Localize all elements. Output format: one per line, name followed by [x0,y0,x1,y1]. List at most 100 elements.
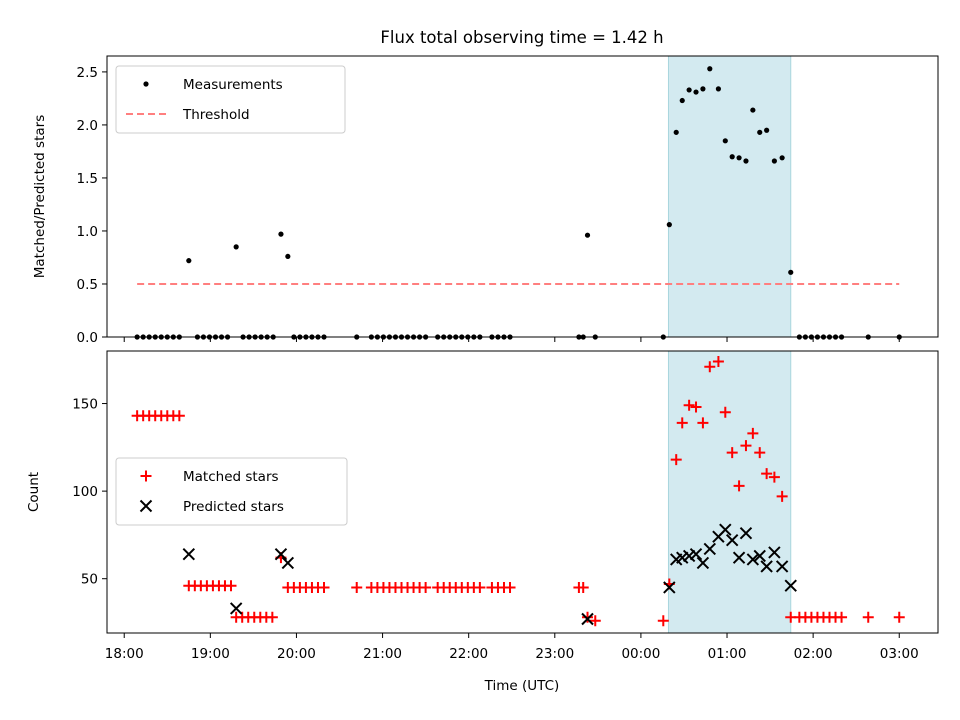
predicted-stars-point [689,547,703,561]
matched-stars-point [504,581,516,593]
legend-marker-swatch [143,81,149,87]
predicted-stars-point [229,602,243,615]
predicted-stars-point [775,560,789,573]
measurements-point [673,129,679,135]
observing-window-span [667,55,792,338]
measurements-point [750,107,756,113]
top-panel-ratio: 0.0 0.5 1.0 1.5 2.0 2.5 Matched/Predicted star… [32,55,939,346]
y-tick-label: 100 [72,484,98,500]
y-tick-label: 2.5 [77,65,98,81]
matched-stars-point [351,581,363,593]
x-tick-label: 20:00 [277,646,316,662]
predicted-stars-point [768,546,781,559]
measurements-point [736,155,742,161]
legend-box [115,65,346,134]
predicted-stars-point [182,547,196,561]
matched-stars-point [768,471,780,483]
x-tick-label: 01:00 [708,646,747,662]
x-tick-label: 03:00 [880,646,919,662]
legend: Matched stars Predicted stars [115,457,348,526]
matched-stars-point [474,581,486,593]
legend-label: Threshold [182,107,250,123]
predicted-stars-point [739,526,753,540]
legend-label: Matched stars [183,469,279,485]
x-tick-label: 19:00 [191,646,230,662]
x-tick-label: 23:00 [535,646,574,662]
predicted-stars-point [746,553,760,566]
measurements-point [278,231,284,237]
matched-stars-point [690,401,702,413]
x-axis-title: Time (UTC) [484,678,560,694]
measurements-point [764,127,770,133]
figure-title: Flux total observing time = 1.42 h [380,28,663,47]
matched-stars-point [761,468,773,480]
matched-stars-point [747,427,759,439]
y-axis-title: Matched/Predicted stars [32,115,48,278]
x-tick-label: 22:00 [449,646,488,662]
measurements-point [679,97,685,104]
matched-stars-point [589,615,601,627]
matched-stars-point [173,410,185,422]
measurements-point [584,232,591,238]
legend-label: Predicted stars [183,499,284,515]
y-tick-label: 1.5 [77,171,98,187]
y-tick-label: 0.0 [77,330,98,346]
y-tick-label: 1.0 [77,224,98,240]
legend-marker-swatch [139,499,153,513]
measurements-point [186,258,192,264]
matched-stars-point [657,615,669,627]
measurements-point [285,253,291,260]
predicted-stars-point [274,547,288,561]
bottom-panel-counts: 18:00 19:00 20:00 21:00 22:00 23:00 00:00 01:00… [26,350,939,662]
predicted-stars-point [753,549,766,563]
measurements-point [788,269,794,275]
matched-stars-point [740,440,752,452]
y-tick-label: 150 [72,397,98,413]
matched-stars-point [225,580,237,592]
measurements-point [779,155,785,161]
matched-stars-point [712,356,724,368]
matched-stars-point [733,480,745,492]
matched-stars-point [697,417,709,429]
observing-window-span [667,350,792,634]
matched-stars-point [582,611,594,623]
measurements-point [693,89,699,95]
predicted-stars-point [760,560,773,573]
y-tick-label: 2.0 [77,118,98,134]
predicted-stars-point [784,579,797,592]
x-tick-label: 18:00 [105,646,144,662]
matched-stars-point [676,417,688,429]
matched-stars-point [704,361,716,373]
matched-stars-point [420,581,432,593]
matched-stars-point [754,447,766,459]
matched-stars-point [836,611,848,623]
measurements-point [707,66,713,72]
legend-marker-swatch [140,470,152,482]
measurements-point [743,158,749,164]
predicted-stars-point [696,556,710,570]
y-axis-title: Count [26,472,42,512]
y-tick-label: 0.5 [77,277,98,293]
matched-stars-point [893,611,905,623]
predicted-stars-point [732,551,746,564]
predicted-stars-point [281,556,295,570]
matched-stars-point [670,454,682,466]
matched-stars-point [318,581,330,593]
measurements-point [715,86,722,92]
predicted-stars-point [725,533,739,547]
matched-stars-point [719,406,731,418]
matched-stars-point [577,581,589,593]
x-tick-label: 21:00 [363,646,402,662]
measurements-point [686,87,692,93]
y-tick-label: 50 [81,572,98,588]
measurements-point [666,222,672,228]
measurements-point [233,244,239,250]
matched-stars-point [776,490,788,502]
measurements-point [722,138,728,144]
matched-stars-point [683,399,695,411]
legend-box [115,457,348,526]
predicted-stars-point [663,581,676,594]
matched-stars-point [726,447,738,459]
legend: Measurements Threshold [115,65,346,134]
